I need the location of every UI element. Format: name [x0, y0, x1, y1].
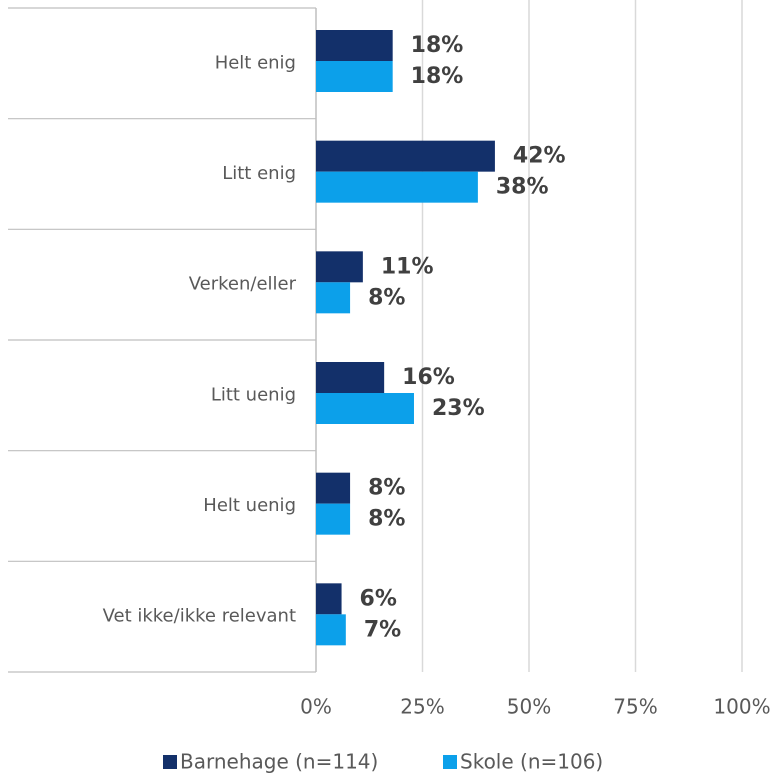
category-label: Litt enig	[222, 163, 296, 184]
bar	[316, 614, 346, 646]
x-tick-label: 75%	[613, 695, 657, 719]
bar	[316, 30, 393, 61]
bar	[316, 472, 351, 504]
value-label: 8%	[368, 476, 405, 501]
bar	[316, 171, 478, 203]
bar	[316, 140, 495, 172]
legend-label: Skole (n=106)	[460, 750, 603, 774]
bar	[316, 61, 393, 92]
bar	[316, 583, 342, 615]
category-label: Vet ikke/ikke relevant	[103, 606, 296, 627]
value-label: 6%	[360, 586, 397, 611]
x-tick-label: 25%	[400, 695, 444, 719]
x-tick-label: 100%	[713, 695, 770, 719]
value-label: 11%	[381, 254, 434, 279]
category-label: Verken/eller	[189, 274, 297, 295]
bar	[316, 282, 351, 314]
bar	[316, 393, 414, 424]
value-label: 42%	[513, 144, 566, 169]
bar	[316, 362, 385, 393]
bar	[316, 251, 363, 283]
value-label: 8%	[368, 285, 405, 310]
x-tick-label: 50%	[507, 695, 551, 719]
legend-swatch	[163, 755, 177, 769]
value-label: 23%	[432, 396, 485, 421]
category-label: Litt uenig	[211, 384, 296, 405]
value-label: 7%	[364, 617, 401, 642]
bar	[316, 503, 351, 535]
value-label: 8%	[368, 507, 405, 532]
value-label: 38%	[496, 175, 549, 200]
category-label: Helt enig	[215, 52, 296, 73]
legend-label: Barnehage (n=114)	[180, 750, 378, 774]
value-label: 18%	[411, 64, 464, 89]
category-label: Helt uenig	[203, 495, 296, 516]
value-label: 16%	[402, 365, 455, 390]
value-label: 18%	[411, 33, 464, 58]
x-tick-label: 0%	[300, 695, 332, 719]
legend-swatch	[443, 755, 457, 769]
